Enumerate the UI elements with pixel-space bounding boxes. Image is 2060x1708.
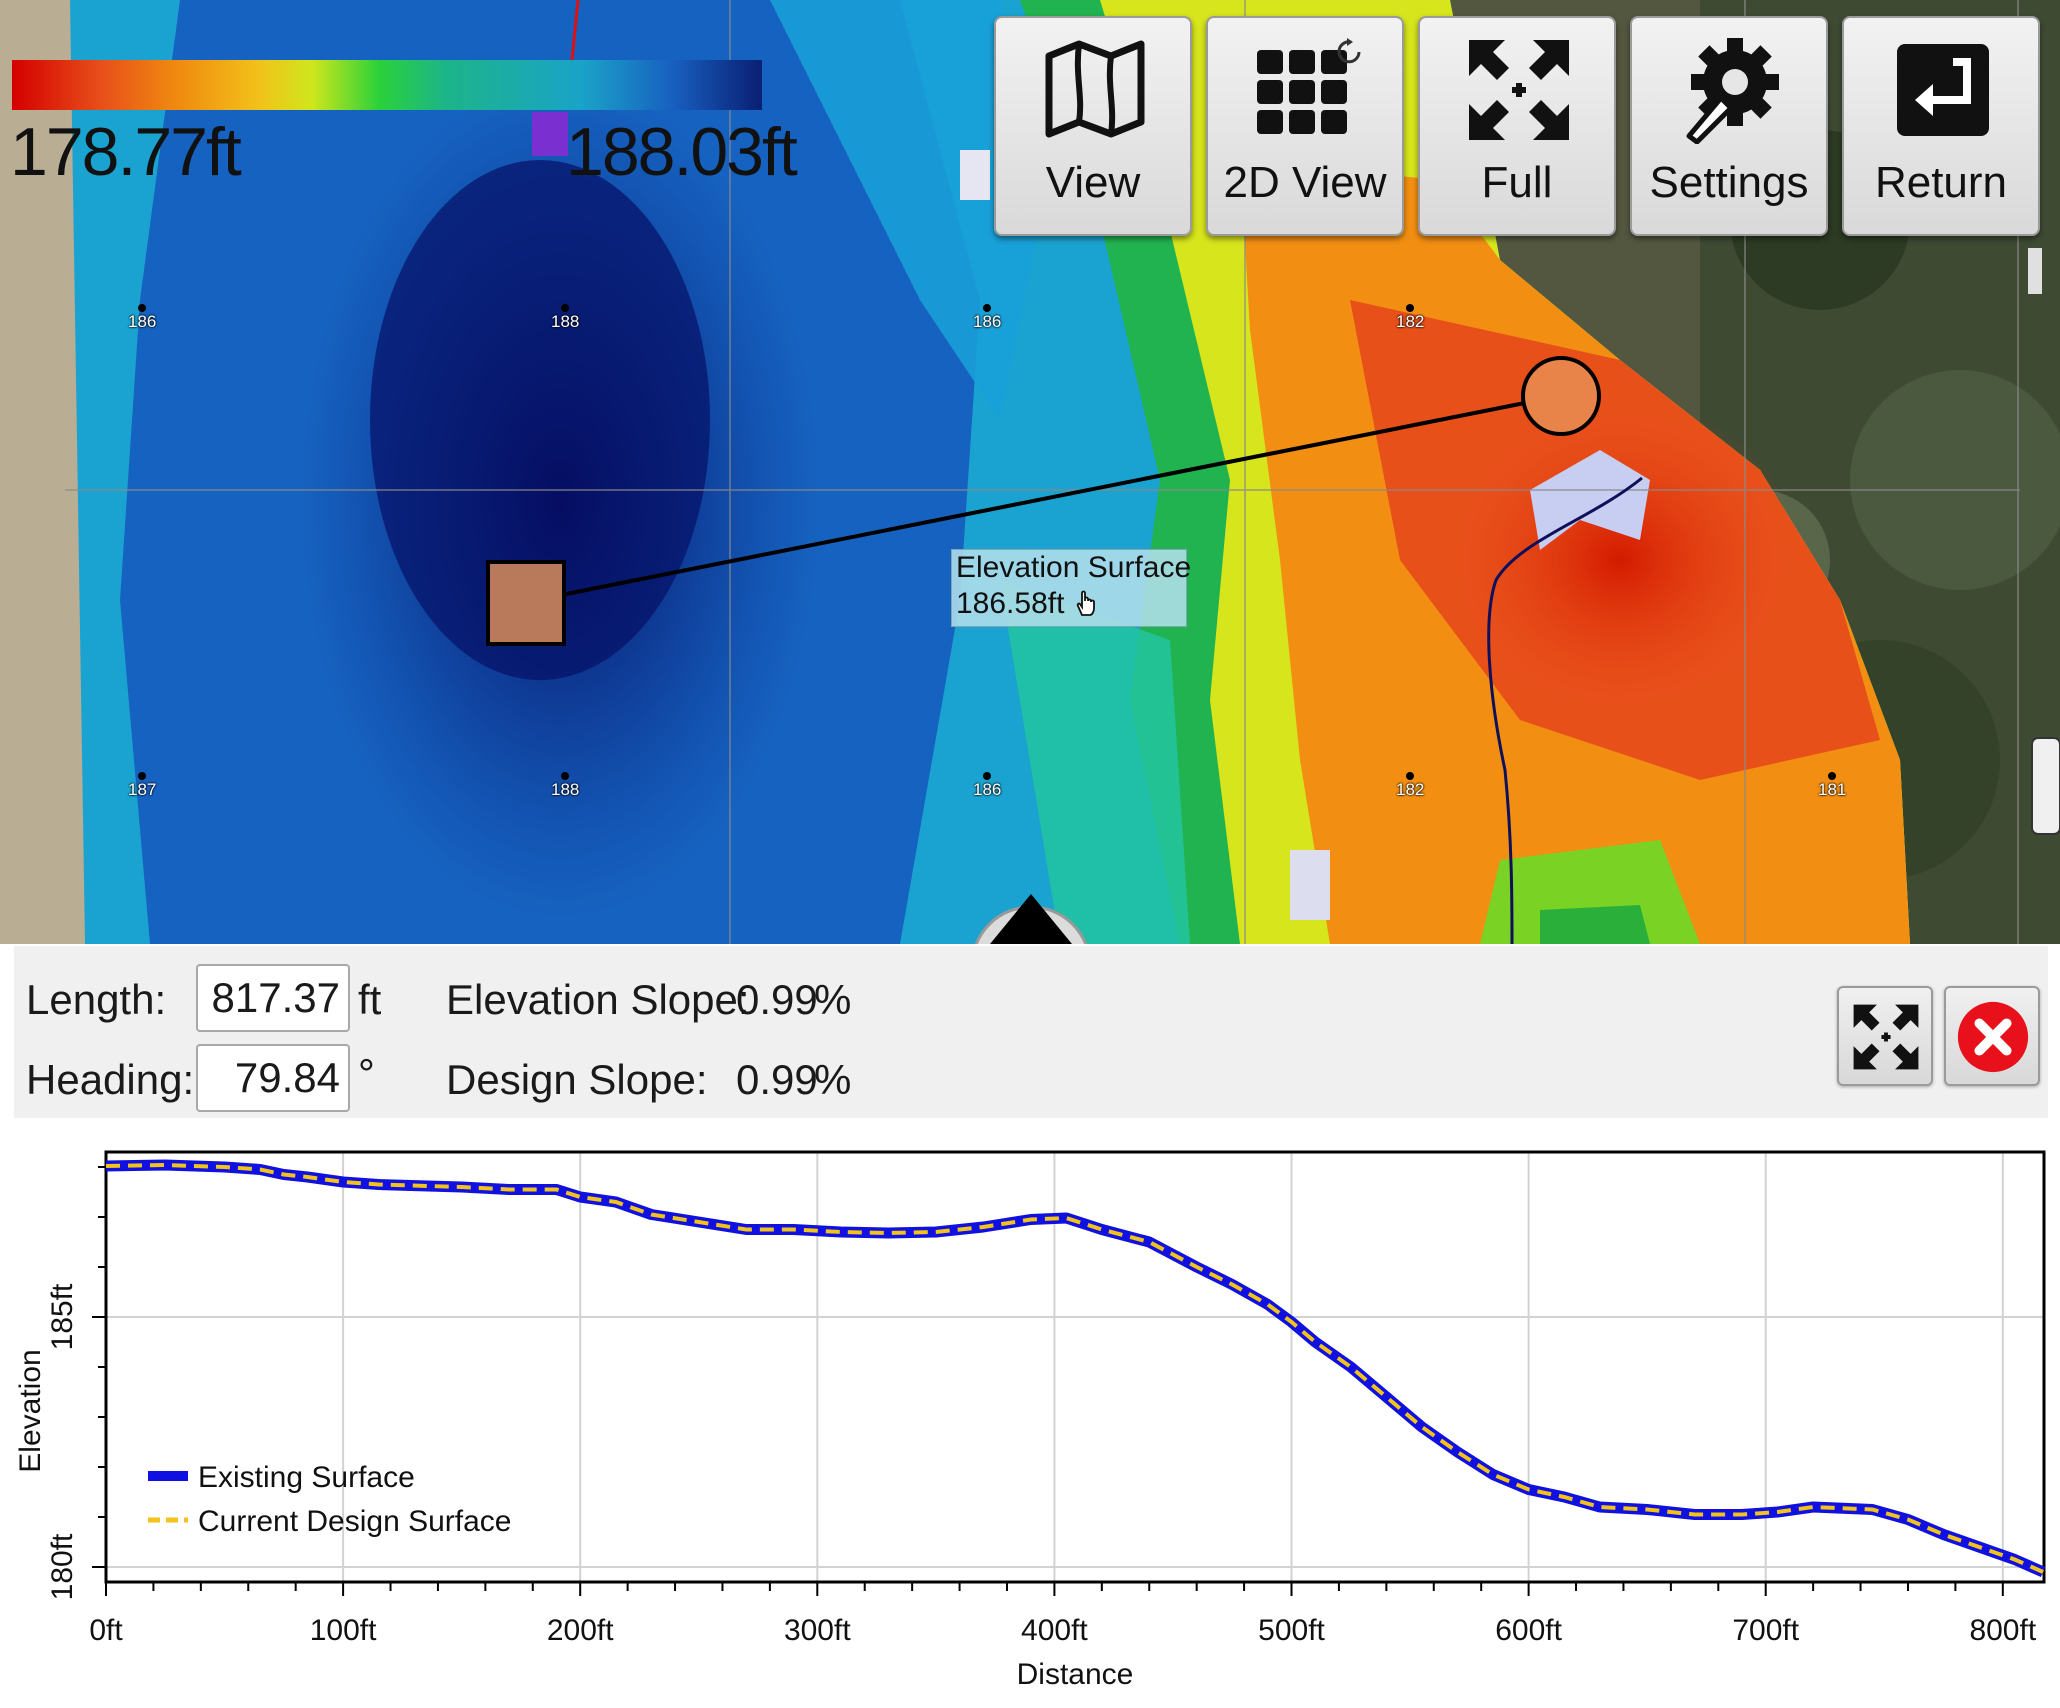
start-marker[interactable]: [486, 560, 566, 646]
expand-arrows-icon: [1469, 40, 1569, 140]
legend-max-value: 188.03ft: [566, 114, 798, 190]
map-icon: [1045, 40, 1145, 138]
x-tick-label: 700ft: [1732, 1614, 1799, 1647]
contour-label: 181: [1818, 780, 1847, 799]
full-button-label: Full: [1481, 158, 1553, 207]
legend-label: Current Design Surface: [198, 1505, 511, 1538]
map-toolbar: View 2D View: [994, 16, 2040, 236]
return-arrow-icon: [1897, 44, 1989, 136]
end-marker[interactable]: [1521, 356, 1601, 436]
x-tick-label: 800ft: [1969, 1614, 2036, 1647]
close-profile-button[interactable]: [1944, 986, 2040, 1086]
contour-label: 186: [973, 312, 1002, 331]
grid-refresh-icon: [1257, 38, 1361, 134]
y-tick-label: 185ft: [46, 1283, 79, 1350]
chevron-up-icon: [990, 894, 1072, 944]
elevation-profile-chart: 0ft 100ft 200ft 300ft 400ft 500ft 600ft 700ft 80…: [14, 1150, 2046, 1691]
contour-label: 182: [1396, 780, 1425, 799]
design-slope-unit: %: [814, 1056, 852, 1103]
design-slope-value: 0.99: [736, 1056, 818, 1103]
expand-panel-button[interactable]: [968, 876, 1094, 944]
length-label: Length:: [26, 976, 167, 1023]
return-button[interactable]: Return: [1842, 16, 2040, 236]
legend-marker: [532, 112, 568, 156]
x-tick-label: 300ft: [784, 1614, 851, 1647]
x-tick-label: 200ft: [547, 1614, 614, 1647]
y-tick-label: 180ft: [46, 1533, 79, 1600]
heading-label: Heading:: [26, 1056, 195, 1103]
x-tick-label: 100ft: [310, 1614, 377, 1647]
elevation-slope-label: Elevation Slope:: [446, 976, 750, 1023]
contour-label: 188: [551, 312, 580, 331]
2d-view-button[interactable]: 2D View: [1206, 16, 1404, 236]
contour-label: 186: [973, 780, 1002, 799]
heading-input[interactable]: 79.84: [196, 1044, 350, 1112]
x-tick-label: 500ft: [1258, 1614, 1325, 1647]
settings-button[interactable]: Settings: [1630, 16, 1828, 236]
length-unit: ft: [358, 976, 382, 1023]
y-axis-label: Elevation: [14, 1349, 47, 1472]
legend-min-value: 178.77ft: [10, 114, 242, 190]
design-slope-label: Design Slope:: [446, 1056, 708, 1103]
x-axis-label: Distance: [1017, 1658, 1134, 1691]
elevation-color-legend: [12, 60, 762, 110]
legend-label: Existing Surface: [198, 1461, 415, 1494]
x-tick-label: 400ft: [1021, 1614, 1088, 1647]
x-tick-label: 600ft: [1495, 1614, 1562, 1647]
elevation-tooltip: Elevation Surface 186.58ft: [951, 549, 1192, 627]
2d-view-button-label: 2D View: [1223, 158, 1387, 207]
gear-wrench-icon: [1686, 38, 1779, 144]
return-button-label: Return: [1874, 158, 2008, 207]
x-tick-label: 0ft: [89, 1614, 123, 1647]
tooltip-value: 186.58ft: [956, 587, 1065, 620]
view-button-label: View: [1045, 158, 1141, 207]
settings-button-label: Settings: [1649, 158, 1809, 207]
full-button[interactable]: Full: [1418, 16, 1616, 236]
fit-profile-button[interactable]: [1837, 986, 1933, 1086]
hand-pointer-icon: [1076, 590, 1095, 616]
view-button[interactable]: View: [994, 16, 1192, 236]
expand-arrows-icon: [1853, 1004, 1919, 1070]
heading-unit: °: [358, 1050, 375, 1097]
contour-label: 182: [1396, 312, 1425, 331]
contour-label: 187: [128, 780, 157, 799]
elevation-slope-value: 0.99: [736, 976, 818, 1023]
close-icon: [1957, 1001, 2029, 1073]
series-line-design: [105, 1162, 2044, 1574]
tooltip-title: Elevation Surface: [956, 551, 1192, 584]
elevation-slope-unit: %: [814, 976, 852, 1023]
profile-info-panel: Length: 817.37 ft Heading: 79.84 ° Eleva…: [14, 946, 2048, 1118]
length-input[interactable]: 817.37: [196, 964, 350, 1032]
contour-label: 186: [128, 312, 157, 331]
contour-label: 188: [551, 780, 580, 799]
elevation-map[interactable]: 186 188 186 182 187 188 186 182 181 178.…: [0, 0, 2060, 944]
